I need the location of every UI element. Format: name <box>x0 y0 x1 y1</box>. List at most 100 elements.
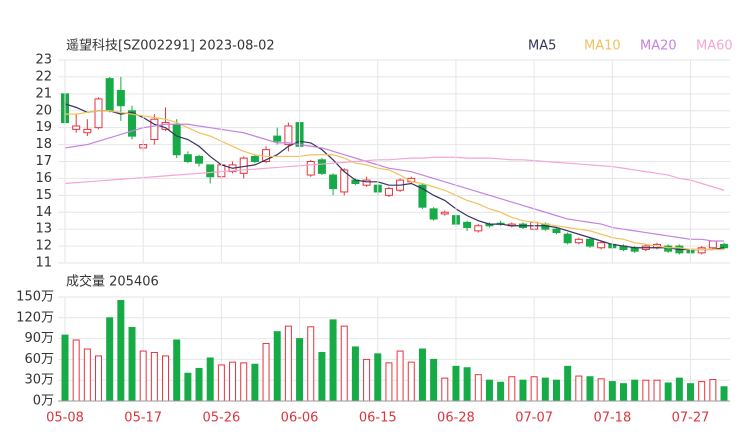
volume-bar <box>83 348 91 402</box>
candle-body <box>206 164 215 178</box>
candle-body <box>340 169 349 193</box>
volume-bar <box>687 383 695 402</box>
volume-bar <box>541 377 549 402</box>
y-tick-label: 21 <box>35 86 52 101</box>
volume-bar <box>106 317 114 402</box>
candle-body <box>94 98 103 129</box>
volume-bar <box>497 381 505 402</box>
ma-line <box>64 123 725 242</box>
volume-bar <box>206 357 214 402</box>
volume-bar <box>698 381 706 402</box>
volume-bar <box>351 346 359 402</box>
volume-bar <box>72 339 80 402</box>
y-tick-label: 17 <box>35 154 52 169</box>
volume-bar <box>240 362 248 402</box>
candle-body <box>250 155 259 163</box>
volume-bar <box>284 325 292 402</box>
candle-body <box>105 78 114 112</box>
candle-body <box>317 159 326 174</box>
volume-bar <box>485 379 493 402</box>
y-tick-label: 23 <box>35 53 52 68</box>
volume-title: 成交量 205406 <box>66 274 159 290</box>
candle-body <box>429 208 438 220</box>
x-tick-label: 07-18 <box>593 411 631 426</box>
volume-bar <box>150 351 158 402</box>
volume-bar <box>675 377 683 402</box>
y-tick-label: 150万 <box>16 290 54 305</box>
x-tick-label: 06-06 <box>281 411 319 426</box>
volume-bar <box>441 377 449 402</box>
volume-bar <box>653 379 661 402</box>
volume-bar <box>508 376 516 402</box>
volume-bar <box>664 382 672 402</box>
y-tick-label: 20 <box>35 103 52 118</box>
y-tick-label: 90万 <box>24 331 54 346</box>
y-tick-label: 30万 <box>24 373 54 388</box>
volume-bar <box>608 381 616 402</box>
candle-body <box>362 179 371 186</box>
ma-line <box>64 103 725 251</box>
volume-bar <box>430 358 438 402</box>
y-tick-label: 120万 <box>16 310 54 325</box>
volume-bar <box>61 334 69 402</box>
candle-body <box>440 211 449 215</box>
volume-bar <box>597 378 605 402</box>
y-tick-label: 19 <box>35 120 52 135</box>
legend-label: MA60 <box>696 39 733 54</box>
volume-bar <box>620 383 627 402</box>
volume-bar <box>184 372 192 402</box>
volume-bar <box>162 355 170 402</box>
volume-bar <box>564 365 572 402</box>
x-tick-label: 07-07 <box>515 411 553 426</box>
volume-bar <box>95 355 103 402</box>
candle-body <box>83 128 92 134</box>
volume-bar <box>340 325 348 402</box>
volume-bar <box>642 379 650 402</box>
volume-bar <box>262 342 270 402</box>
volume-bar <box>474 374 482 402</box>
volume-bar <box>217 364 225 402</box>
x-tick-label: 06-15 <box>359 411 397 426</box>
volume-bar <box>229 361 237 402</box>
legend-label: MA5 <box>528 39 556 54</box>
candle-body <box>284 125 293 146</box>
volume-bar <box>195 367 203 402</box>
volume-bar <box>307 326 315 402</box>
candle-body <box>418 184 427 208</box>
volume-bar <box>139 350 147 402</box>
candle-body <box>563 233 572 244</box>
y-tick-label: 14 <box>35 205 52 220</box>
chart-title: 遥望科技[SZ002291] 2023-08-02 <box>66 38 275 54</box>
candle-body <box>574 238 583 244</box>
volume-bar <box>586 376 594 402</box>
volume-bar <box>363 358 371 402</box>
x-tick-label: 05-26 <box>202 411 240 426</box>
candle-body <box>183 154 192 163</box>
volume-bar <box>273 331 281 402</box>
candle-body <box>720 243 729 249</box>
x-tick-label: 05-08 <box>46 411 84 426</box>
volume-bar <box>173 339 181 402</box>
y-tick-label: 16 <box>35 171 52 186</box>
volume-bar <box>631 379 639 402</box>
y-tick-label: 13 <box>35 222 52 237</box>
volume-bar <box>463 367 471 402</box>
candle-body <box>697 247 706 254</box>
y-tick-label: 15 <box>35 188 52 203</box>
y-tick-label: 0万 <box>33 394 54 409</box>
y-tick-label: 11 <box>35 256 52 271</box>
volume-bar <box>318 351 326 402</box>
candle-body <box>161 122 170 130</box>
x-tick-label: 07-27 <box>672 411 710 426</box>
volume-bar <box>575 375 583 402</box>
volume-bar <box>452 365 460 402</box>
legend-label: MA20 <box>640 39 677 54</box>
candle-body <box>72 125 81 130</box>
legend-label: MA10 <box>584 39 621 54</box>
y-tick-label: 22 <box>35 69 52 84</box>
x-tick-label: 06-28 <box>437 411 475 426</box>
volume-bar <box>530 376 538 402</box>
volume-bar <box>329 319 337 402</box>
volume-bar <box>117 299 125 402</box>
